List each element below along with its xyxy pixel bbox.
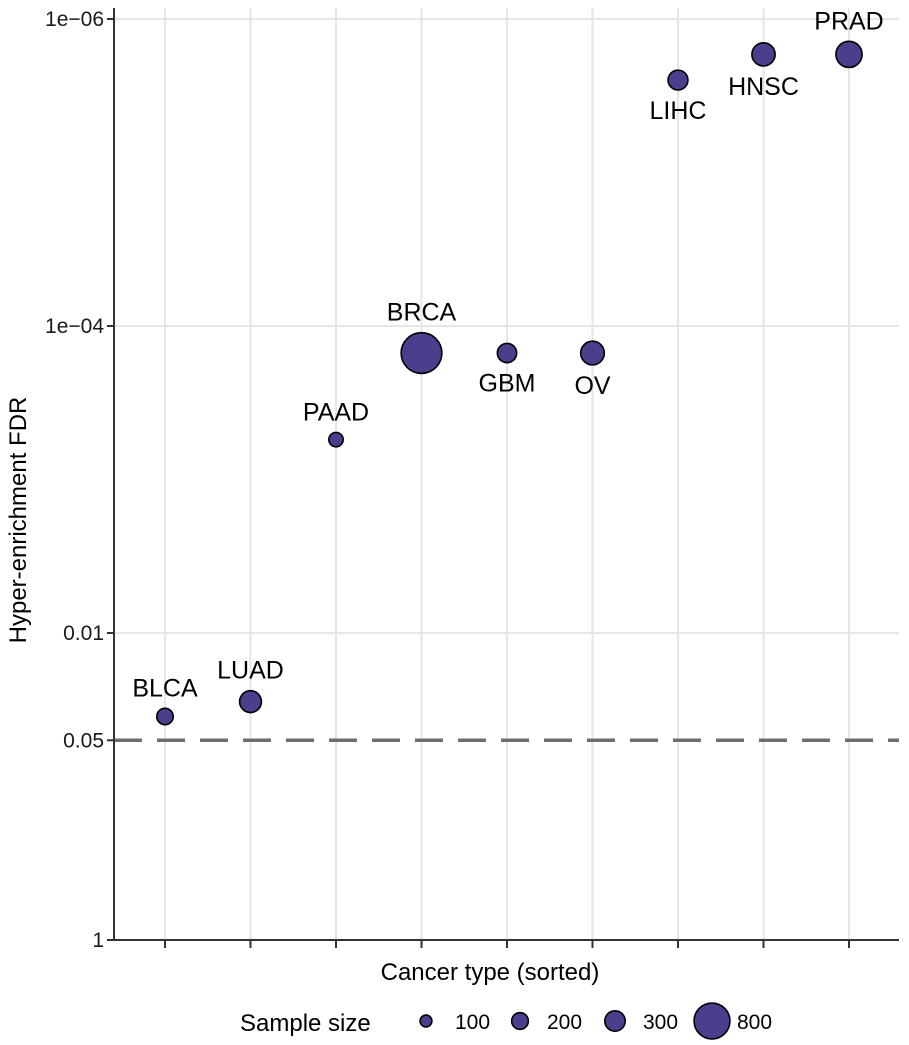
y-tick-label: 1 [92,929,104,952]
point-label-luad: LUAD [217,657,284,685]
point-label-paad: PAAD [303,398,369,426]
legend: Sample size 100 200 300 800 [240,1002,772,1040]
point-luad [238,689,263,714]
x-axis-title: Cancer type (sorted) [381,959,600,986]
grid-layer [114,8,899,941]
legend-label-800: 800 [737,1011,772,1034]
point-blca [155,707,175,726]
legend-key-800 [693,1002,731,1040]
axis-layer: 1e−06 1e−04 0.01 0.05 1 [45,8,899,952]
legend-label-100: 100 [455,1011,490,1034]
point-hnsc [751,41,776,67]
labels-layer: BLCA LUAD PAAD BRCA GBM OV LIHC HNSC PRAD [132,7,883,702]
point-label-brca: BRCA [387,299,457,327]
point-ov [579,340,606,366]
point-label-lihc: LIHC [650,97,707,125]
point-label-blca: BLCA [132,674,198,702]
point-label-prad: PRAD [814,7,883,35]
y-tick-label: 0.01 [63,622,104,645]
point-gbm [496,342,518,364]
legend-key-300 [603,1009,627,1033]
points-layer [155,40,863,726]
point-lihc [667,69,689,91]
legend-label-300: 300 [643,1011,678,1034]
point-label-gbm: GBM [479,370,536,398]
y-tick-label: 1e−06 [45,8,104,31]
y-axis-title: Hyper-enrichment FDR [5,397,32,644]
point-label-ov: OV [574,372,610,400]
legend-label-200: 200 [547,1011,582,1034]
y-tick-label: 1e−04 [45,315,104,338]
y-tick-label: 0.05 [63,729,104,752]
point-paad [327,431,344,448]
point-prad [835,40,863,69]
legend-key-100 [419,1014,433,1028]
legend-title: Sample size [240,1010,371,1037]
point-brca [400,331,443,375]
legend-key-200 [510,1011,530,1031]
point-label-hnsc: HNSC [728,73,799,101]
